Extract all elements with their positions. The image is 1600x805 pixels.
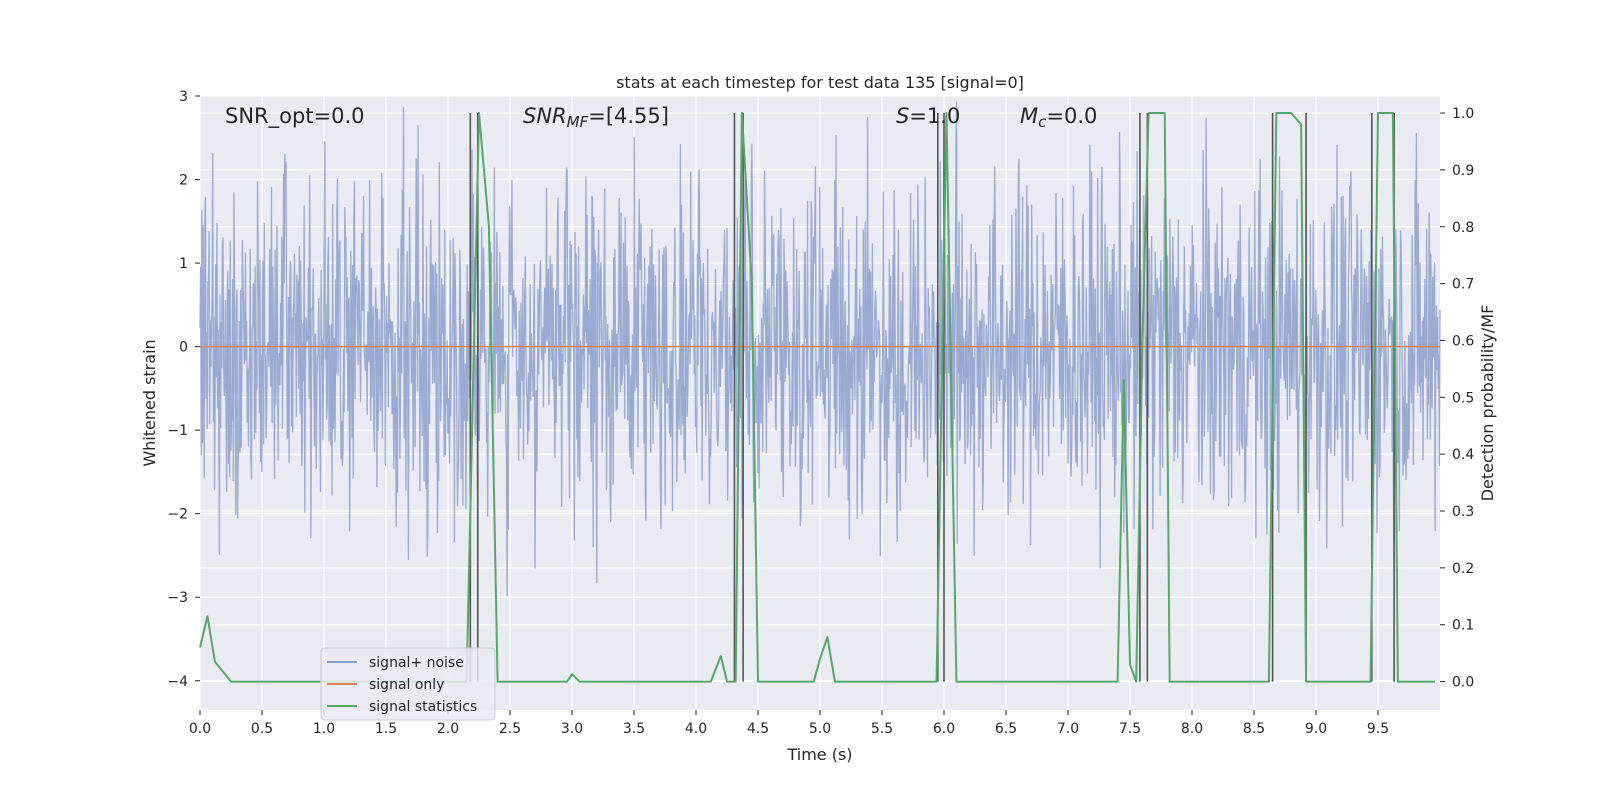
annotation-snr-opt: SNR_opt=0.0	[225, 104, 365, 129]
series-signal-noise	[199, 101, 1441, 597]
y-tick-label: −1	[167, 423, 188, 439]
x-tick-label: 8.0	[1181, 721, 1203, 737]
y-right-tick-label: 0.9	[1452, 163, 1474, 179]
legend: signal+ noise signal only signal statist…	[320, 647, 496, 721]
y-right-tick-label: 0.8	[1452, 220, 1474, 236]
y-right-tick-label: 1.0	[1452, 106, 1474, 122]
legend-label-signal-noise: signal+ noise	[369, 655, 464, 671]
y-tick-label: 1	[179, 256, 188, 272]
y-tick-label: 3	[179, 89, 188, 105]
y-right-tick-label: 0.7	[1452, 277, 1474, 293]
y-right-tick-labels: 1.0 0.9 0.8 0.7 0.6 0.5 0.4 0.3 0.2 0.1 0.0	[1440, 106, 1474, 691]
y-tick-label: −2	[167, 507, 188, 523]
x-tick-label: 1.0	[313, 721, 335, 737]
y-right-tick-label: 0.1	[1452, 618, 1474, 634]
x-tick-label: 2.5	[499, 721, 521, 737]
x-tick-label: 3.0	[561, 721, 583, 737]
y-right-axis-label: Detection probability/MF	[1478, 305, 1497, 502]
y-tick-label: −3	[167, 590, 188, 606]
x-axis-label: Time (s)	[786, 745, 852, 764]
annotation-mc: Mc=0.0	[1020, 104, 1097, 131]
y-right-tick-label: 0.0	[1452, 675, 1474, 691]
x-tick-label: 0.0	[189, 721, 211, 737]
x-tick-label: 1.5	[375, 721, 397, 737]
annotation-snr-mf: SNRMF=[4.55]	[523, 104, 669, 131]
y-axis-label: Whitened strain	[140, 339, 159, 466]
x-tick-label: 4.5	[747, 721, 769, 737]
legend-label-signal-only: signal only	[369, 677, 444, 693]
x-tick-label: 4.0	[685, 721, 707, 737]
x-tick-label: 9.5	[1367, 721, 1389, 737]
y-right-tick-label: 0.4	[1452, 447, 1474, 463]
y-right-tick-label: 0.6	[1452, 333, 1474, 349]
x-tick-label: 6.0	[933, 721, 955, 737]
series-signal-statistics	[199, 112, 1436, 683]
y-tick-label: −4	[167, 674, 188, 690]
x-tick-label: 0.5	[251, 721, 273, 737]
x-tick-label: 7.0	[1057, 721, 1079, 737]
y-tick-labels: 3 2 1 0 −1 −2 −3 −4	[167, 89, 200, 690]
x-tick-label: 5.0	[809, 721, 831, 737]
legend-box	[320, 647, 496, 721]
x-tick-label: 8.5	[1243, 721, 1265, 737]
signal-statistics-line	[199, 112, 1436, 683]
x-tick-label: 6.5	[995, 721, 1017, 737]
x-tick-labels: 0.0 0.5 1.0 1.5 2.0 2.5 3.0 3.5 4.0 4.5 5.0 5.5 6.0 6…	[189, 710, 1389, 737]
annotation-s: S=1.0	[896, 104, 960, 128]
y-right-tick-label: 0.3	[1452, 504, 1474, 520]
y-right-tick-label: 0.5	[1452, 390, 1474, 406]
y-right-tick-label: 0.2	[1452, 561, 1474, 577]
x-tick-label: 5.5	[871, 721, 893, 737]
y-tick-label: 0	[179, 340, 188, 356]
chart-title: stats at each timestep for test data 135…	[616, 73, 1024, 92]
x-tick-label: 2.0	[437, 721, 459, 737]
x-tick-label: 7.5	[1119, 721, 1141, 737]
signal-noise-line	[199, 101, 1441, 597]
legend-label-signal-statistics: signal statistics	[369, 699, 477, 715]
x-tick-label: 3.5	[623, 721, 645, 737]
x-tick-label: 9.0	[1305, 721, 1327, 737]
y-tick-label: 2	[179, 173, 188, 189]
